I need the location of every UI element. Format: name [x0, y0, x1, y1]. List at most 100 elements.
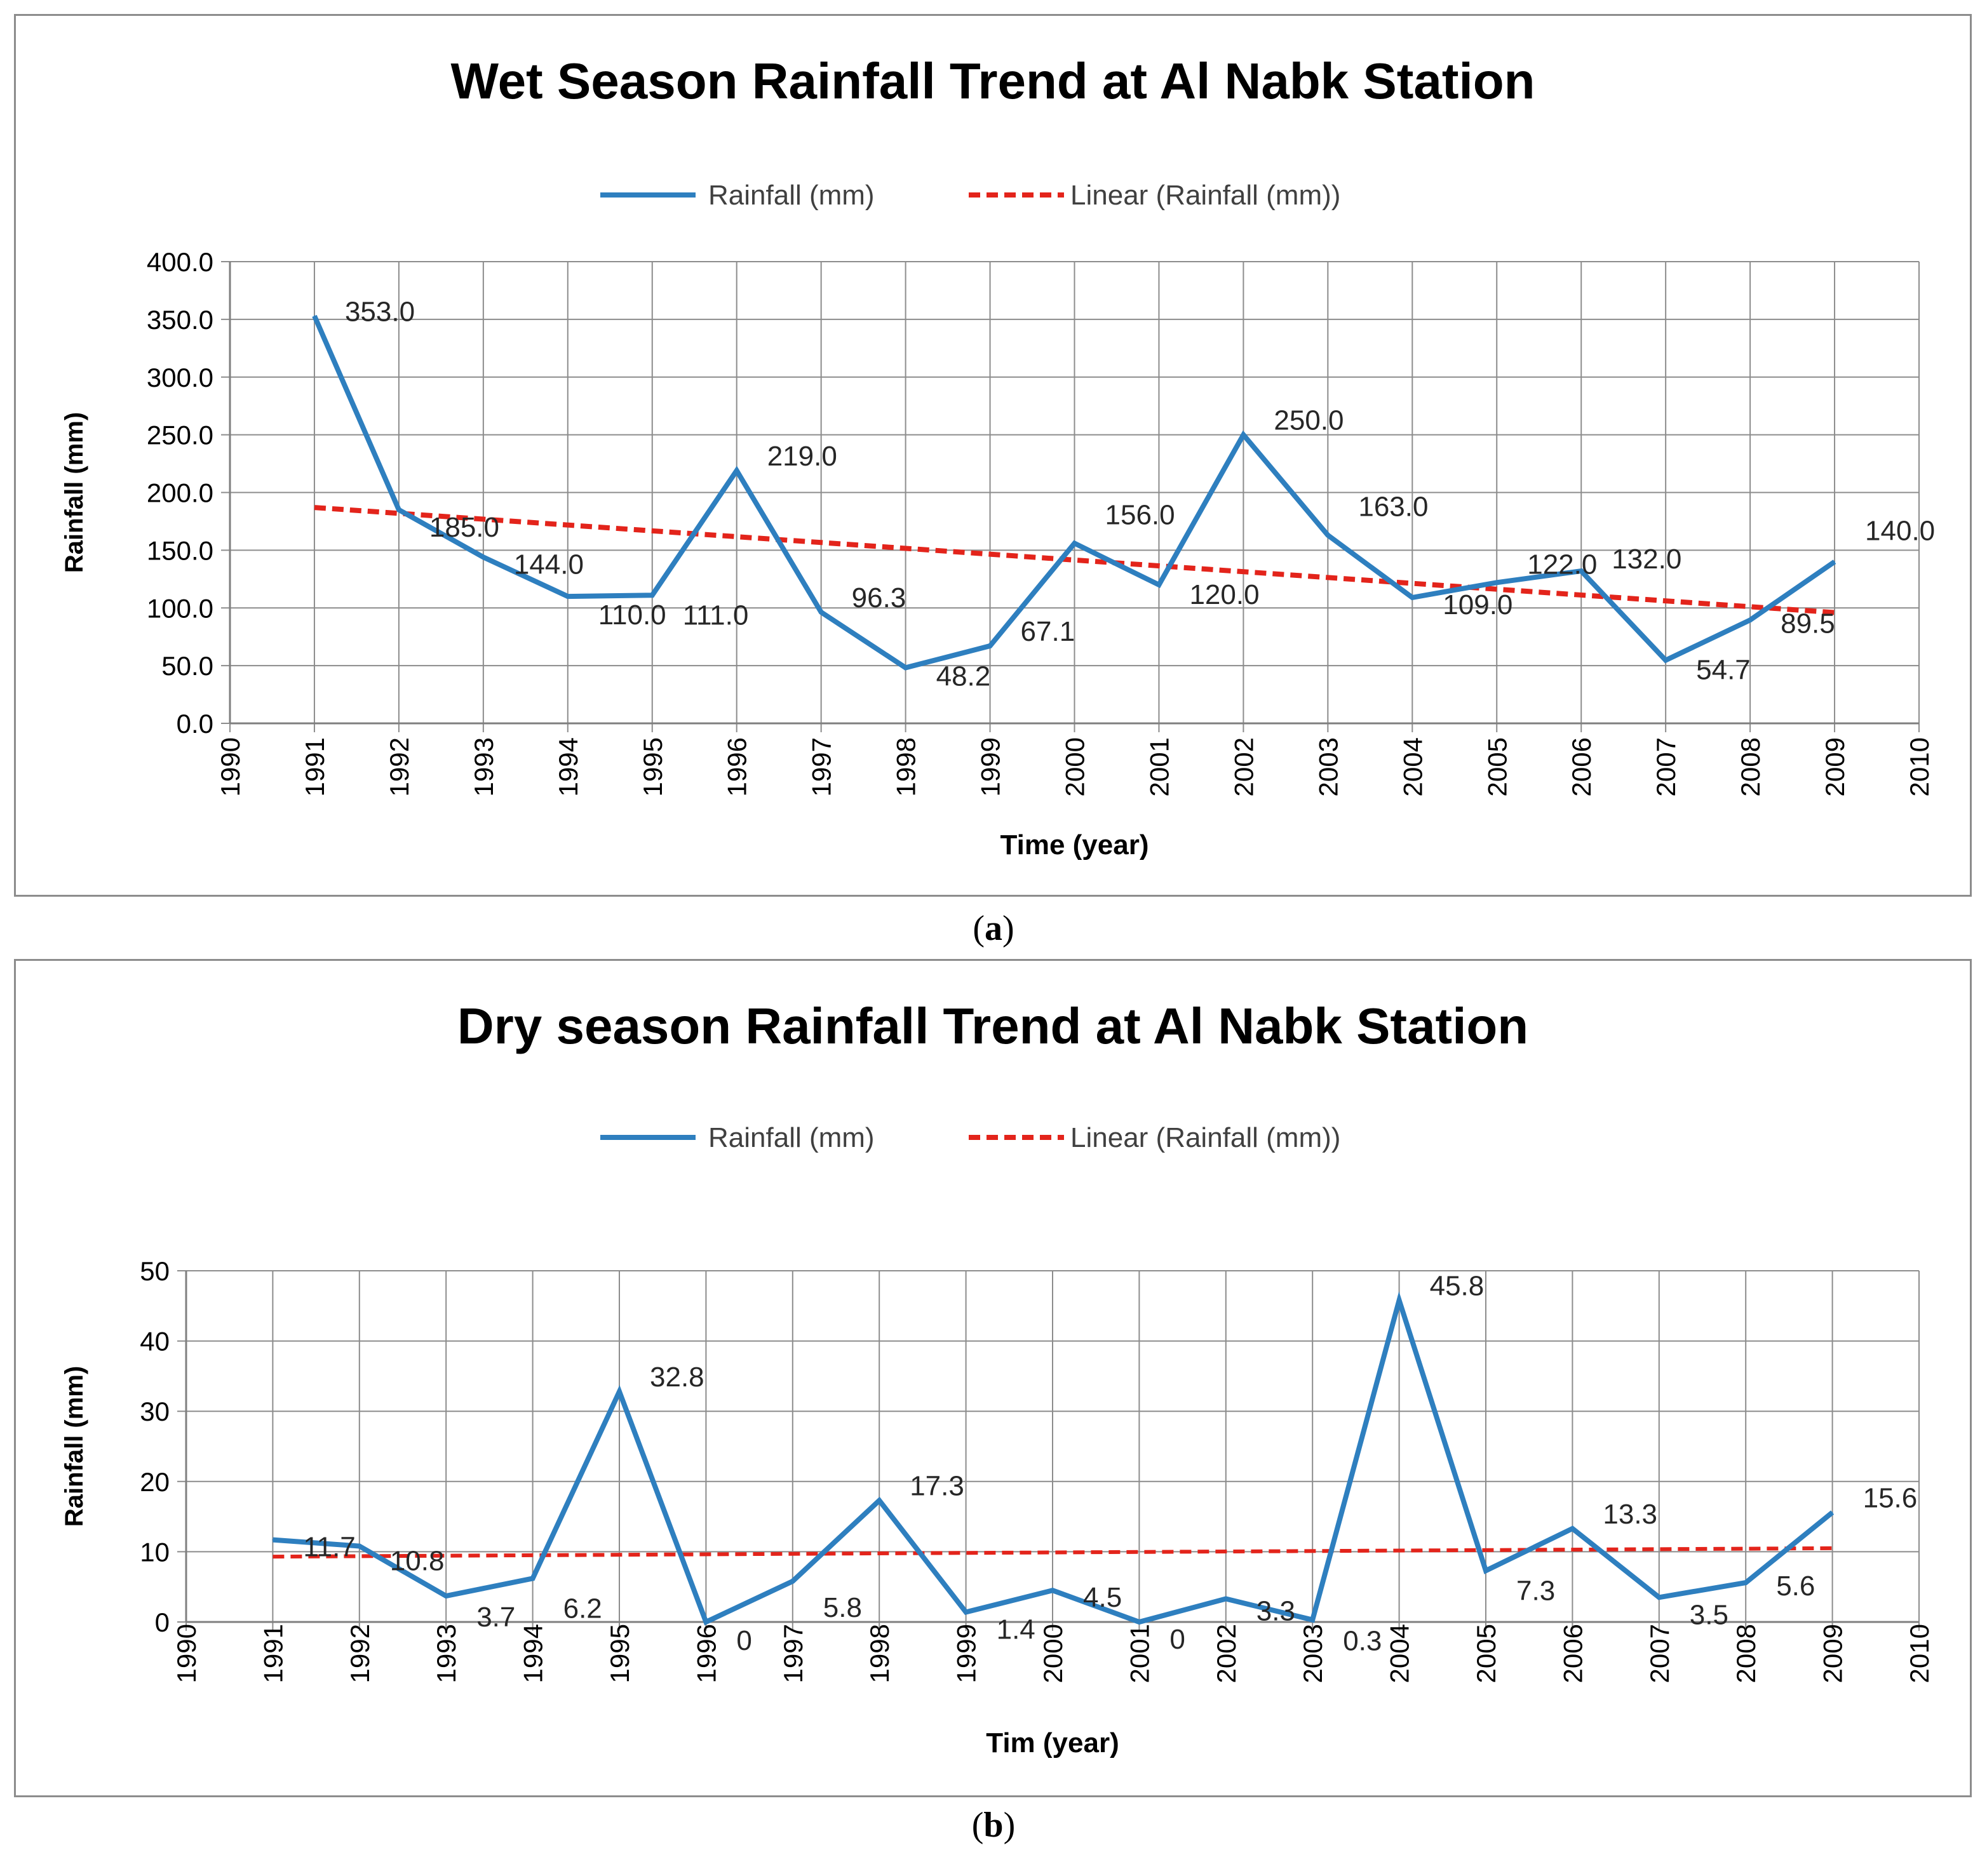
rainfall-data-point [1831, 1511, 1833, 1513]
rainfall-data-point [989, 645, 991, 647]
data-label: 67.1 [1021, 616, 1075, 647]
x-tick-label: 2002 [1229, 737, 1258, 796]
x-tick-label: 1996 [691, 1624, 721, 1683]
x-tick-label: 2004 [1385, 1624, 1415, 1683]
rainfall-data-point [1580, 570, 1582, 572]
x-tick-label: 1999 [976, 737, 1006, 796]
x-tick-label: 2005 [1471, 1624, 1501, 1683]
x-tick-label: 2008 [1731, 1624, 1761, 1683]
data-label: 15.6 [1863, 1482, 1918, 1513]
y-tick-label: 200.0 [147, 478, 213, 508]
data-label: 3.3 [1256, 1596, 1295, 1627]
x-tick-label: 1990 [172, 1624, 201, 1683]
x-tick-label: 2010 [1904, 737, 1934, 796]
x-tick-label: 2002 [1211, 1624, 1241, 1683]
rainfall-data-point [532, 1578, 534, 1579]
x-tick-label: 2005 [1482, 737, 1512, 796]
data-label: 54.7 [1696, 655, 1751, 686]
y-tick-label: 300.0 [147, 363, 213, 392]
data-label: 122.0 [1527, 549, 1597, 580]
x-tick-label: 1993 [469, 737, 499, 796]
y-tick-label: 30 [140, 1397, 170, 1426]
legend-label-linear-trend: Linear (Rainfall (mm)) [1070, 1122, 1340, 1153]
data-label: 163.0 [1358, 492, 1428, 523]
data-label: 109.0 [1443, 589, 1512, 620]
data-label: 140.0 [1865, 516, 1935, 547]
x-tick-label: 2007 [1645, 1624, 1674, 1683]
y-tick-label: 0.0 [177, 709, 213, 739]
x-tick-label: 1993 [431, 1624, 461, 1683]
chart-title: Wet Season Rainfall Trend at Al Nabk Sta… [451, 53, 1535, 109]
x-tick-label: 1991 [258, 1624, 288, 1683]
wet-season-chart-svg: Wet Season Rainfall Trend at Al Nabk Sta… [60, 53, 1935, 861]
x-tick-label: 2003 [1313, 737, 1343, 796]
y-axis-title: Rainfall (mm) [60, 412, 88, 573]
x-tick-label: 1990 [215, 737, 245, 796]
rainfall-data-point [791, 1580, 793, 1582]
x-tick-label: 2003 [1298, 1624, 1328, 1683]
legend-label-rainfall: Rainfall (mm) [708, 1122, 875, 1153]
data-label: 132.0 [1612, 544, 1681, 575]
chart-panel-wet-season: Wet Season Rainfall Trend at Al Nabk Sta… [14, 14, 1972, 897]
data-label: 32.8 [650, 1362, 704, 1393]
rainfall-data-point [651, 594, 653, 596]
data-label: 110.0 [598, 600, 666, 631]
data-label: 11.7 [303, 1532, 355, 1563]
data-label: 3.7 [476, 1602, 515, 1633]
chart-title: Dry season Rainfall Trend at Al Nabk Sta… [457, 998, 1528, 1054]
data-label: 45.8 [1430, 1270, 1485, 1301]
x-axis-title: Time (year) [1000, 829, 1149, 861]
data-label: 0.3 [1343, 1626, 1382, 1657]
data-label: 156.0 [1105, 499, 1175, 530]
x-tick-label: 1994 [553, 737, 583, 796]
x-tick-label: 1995 [605, 1624, 635, 1683]
y-tick-label: 250.0 [147, 420, 213, 450]
data-label: 7.3 [1516, 1575, 1555, 1606]
x-tick-label: 1996 [722, 737, 752, 796]
x-tick-label: 1997 [807, 737, 837, 796]
y-tick-label: 150.0 [147, 535, 213, 565]
rainfall-data-point [1749, 619, 1751, 621]
rainfall-data-point [619, 1391, 620, 1393]
data-label: 120.0 [1189, 579, 1259, 610]
data-label: 17.3 [910, 1471, 964, 1502]
x-tick-label: 2009 [1820, 737, 1850, 796]
rainfall-data-point [1485, 1570, 1486, 1572]
rainfall-data-point [1745, 1582, 1747, 1584]
x-tick-label: 2007 [1651, 737, 1681, 796]
data-label: 0 [736, 1625, 751, 1656]
legend-label-rainfall: Rainfall (mm) [708, 180, 875, 211]
x-tick-label: 1997 [778, 1624, 808, 1683]
dry-season-chart-svg: Dry season Rainfall Trend at Al Nabk Sta… [60, 998, 1934, 1759]
rainfall-data-point [1398, 1299, 1400, 1301]
data-label: 250.0 [1274, 405, 1344, 436]
data-label: 353.0 [345, 296, 415, 327]
rainfall-data-point [445, 1595, 447, 1597]
caption-a-letter: a [985, 909, 1002, 948]
x-tick-label: 1999 [952, 1624, 981, 1683]
x-tick-label: 2001 [1124, 1624, 1154, 1683]
rainfall-data-point [1496, 582, 1498, 584]
y-tick-label: 40 [140, 1327, 170, 1357]
chart-panel-dry-season: Dry season Rainfall Trend at Al Nabk Sta… [14, 959, 1972, 1797]
data-label: 219.0 [767, 441, 837, 472]
x-tick-label: 2008 [1735, 737, 1765, 796]
y-tick-label: 100.0 [147, 593, 213, 623]
y-tick-label: 10 [140, 1537, 170, 1567]
x-tick-label: 2000 [1038, 1624, 1068, 1683]
x-tick-label: 1991 [300, 737, 330, 796]
caption-b: (b) [971, 1806, 1016, 1845]
data-label: 48.2 [936, 660, 991, 692]
y-tick-label: 50 [140, 1256, 170, 1286]
y-tick-label: 350.0 [147, 305, 213, 335]
x-tick-label: 1994 [518, 1624, 548, 1683]
data-label: 89.5 [1781, 608, 1835, 639]
rainfall-data-point [905, 667, 906, 669]
rainfall-data-point [567, 596, 569, 598]
x-tick-label: 2001 [1144, 737, 1174, 796]
x-tick-label: 1992 [384, 737, 414, 796]
rainfall-data-point [1665, 659, 1667, 661]
x-axis-title: Tim (year) [986, 1727, 1119, 1759]
rainfall-data-point [1074, 542, 1075, 544]
data-label: 5.6 [1776, 1571, 1815, 1602]
